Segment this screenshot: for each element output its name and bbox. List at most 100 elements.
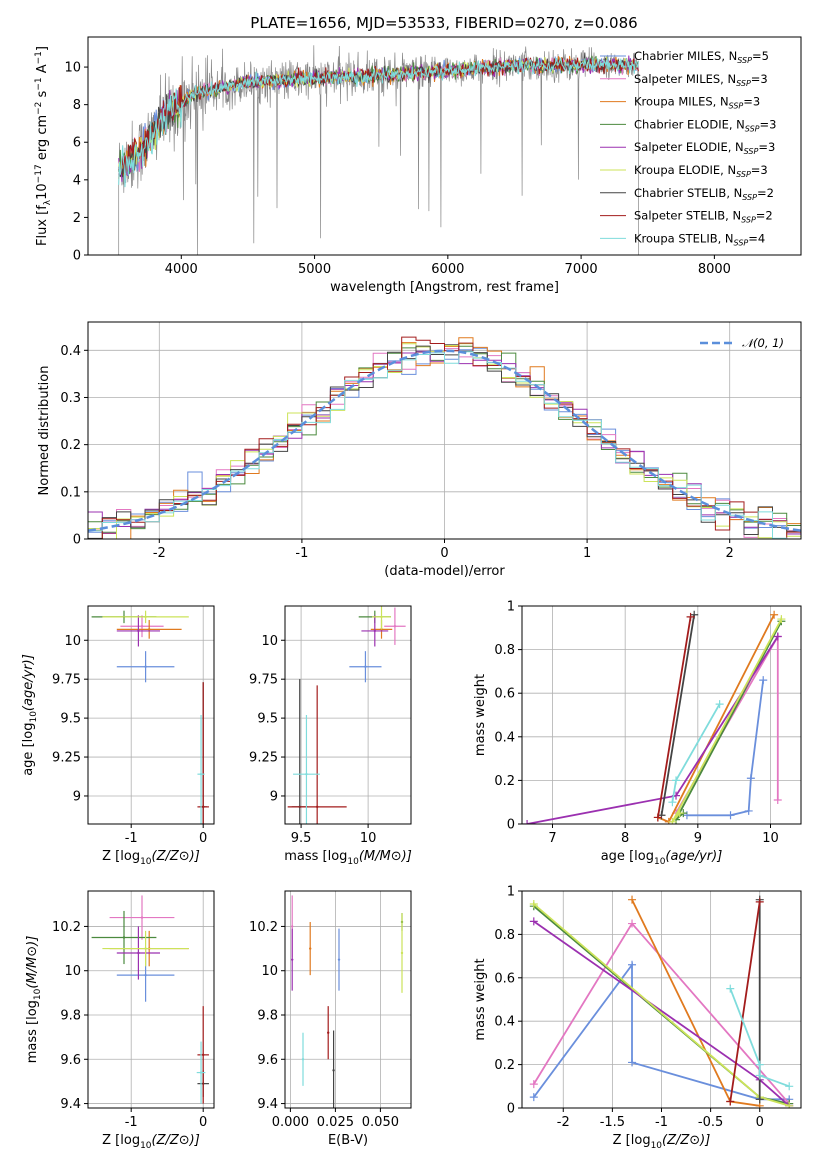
x-tick-label: 10 — [762, 831, 779, 846]
data-point — [338, 958, 340, 960]
y-tick-label: 6 — [73, 136, 81, 151]
data-point — [202, 1054, 204, 1056]
y-tick-label: 0.6 — [494, 971, 515, 986]
data-point — [137, 630, 139, 632]
y-tick-label: 0.8 — [494, 928, 515, 943]
data-point — [123, 936, 125, 938]
data-point — [316, 806, 318, 808]
y-tick-label: 0.4 — [494, 730, 515, 745]
x-tick-label: -1 — [655, 1115, 668, 1130]
data-point — [291, 958, 293, 960]
x-axis-label: wavelength [Angstrom, rest frame] — [330, 280, 559, 295]
figure-title: PLATE=1656, MJD=53533, FIBERID=0270, z=0… — [250, 14, 637, 32]
legend-entry: 𝒩(0, 1) — [742, 336, 784, 350]
data-point — [200, 1071, 202, 1073]
x-tick-label: -2 — [153, 546, 166, 561]
y-tick-label: 9.5 — [257, 712, 278, 727]
data-point — [380, 616, 382, 618]
y-tick-label: 9.4 — [60, 1097, 81, 1112]
y-tick-label: 1 — [507, 885, 515, 900]
y-tick-label: 0.3 — [60, 391, 81, 406]
x-tick-label: -2 — [557, 1115, 570, 1130]
y-tick-label: 9.5 — [60, 712, 81, 727]
data-point — [327, 1032, 329, 1034]
x-tick-label: 9 — [694, 831, 702, 846]
data-point — [141, 916, 143, 918]
data-point — [200, 773, 202, 775]
y-tick-label: 9.75 — [52, 673, 81, 688]
x-tick-label: -0.5 — [698, 1115, 723, 1130]
data-point — [309, 947, 311, 949]
x-tick-label: 0 — [440, 546, 448, 561]
figure: PLATE=1656, MJD=53533, FIBERID=0270, z=0… — [0, 0, 819, 1170]
x-tick-label: 0 — [199, 1115, 207, 1130]
data-point — [144, 616, 146, 618]
y-tick-label: 9.75 — [249, 673, 278, 688]
data-point — [144, 947, 146, 949]
y-tick-label: 8 — [73, 98, 81, 113]
x-axis-label: (data-model)/error — [384, 564, 505, 579]
data-point — [401, 952, 403, 954]
y-tick-label: 2 — [73, 211, 81, 226]
x-tick-label: 8 — [621, 831, 629, 846]
x-tick-label: -1 — [125, 831, 138, 846]
y-tick-label: 9 — [73, 789, 81, 804]
x-tick-label: 10 — [360, 831, 377, 846]
x-tick-label: 5000 — [298, 262, 331, 277]
data-point — [302, 1058, 304, 1060]
x-tick-label: 2 — [726, 546, 734, 561]
x-tick-label: 0 — [199, 831, 207, 846]
x-tick-label: 0.025 — [317, 1115, 354, 1130]
y-tick-label: 4 — [73, 173, 81, 188]
data-point — [202, 806, 204, 808]
y-tick-label: 0.8 — [494, 643, 515, 658]
y-tick-label: 9.4 — [257, 1097, 278, 1112]
y-tick-label: 10.2 — [52, 920, 81, 935]
y-tick-label: 0.6 — [494, 687, 515, 702]
y-tick-label: 10 — [64, 964, 81, 979]
y-tick-label: 9.25 — [52, 751, 81, 766]
x-tick-label: 1 — [583, 546, 591, 561]
data-point — [394, 625, 396, 627]
x-tick-label: 0.000 — [272, 1115, 309, 1130]
data-point — [332, 1069, 334, 1071]
data-point — [291, 925, 293, 927]
y-tick-label: 0.2 — [494, 1058, 515, 1073]
data-point — [144, 666, 146, 668]
x-tick-label: -1 — [295, 546, 308, 561]
y-tick-label: 9.25 — [249, 751, 278, 766]
x-axis-label: E(B-V) — [328, 1133, 368, 1148]
x-tick-label: 9.5 — [291, 831, 312, 846]
y-tick-label: 9.8 — [257, 1009, 278, 1024]
data-point — [374, 630, 376, 632]
y-tick-label: 0 — [73, 249, 81, 264]
y-tick-label: 10.2 — [249, 920, 278, 935]
x-tick-label: -1.5 — [600, 1115, 625, 1130]
y-axis-label: mass weight — [473, 958, 488, 1040]
y-tick-label: 10 — [261, 964, 278, 979]
y-tick-label: 10 — [64, 634, 81, 649]
y-tick-label: 0 — [507, 818, 515, 833]
y-tick-label: 0.2 — [494, 774, 515, 789]
y-tick-label: 0.1 — [60, 485, 81, 500]
data-point — [137, 952, 139, 954]
x-tick-label: -1 — [125, 1115, 138, 1130]
x-tick-label: 0.050 — [362, 1115, 399, 1130]
y-tick-label: 0.4 — [494, 1015, 515, 1030]
x-tick-label: 6000 — [431, 262, 464, 277]
y-tick-label: 0.4 — [60, 344, 81, 359]
x-tick-label: 7000 — [565, 262, 598, 277]
y-tick-label: 1 — [507, 600, 515, 615]
y-axis-label: mass weight — [473, 674, 488, 756]
y-tick-label: 0.2 — [60, 438, 81, 453]
y-tick-label: 10 — [64, 61, 81, 76]
data-point — [364, 666, 366, 668]
y-tick-label: 10 — [261, 634, 278, 649]
y-axis-label: Normed distribution — [37, 366, 52, 496]
x-tick-label: 8000 — [698, 262, 731, 277]
y-tick-label: 0 — [507, 1102, 515, 1117]
data-point — [305, 773, 307, 775]
y-tick-label: 9 — [270, 789, 278, 804]
x-tick-label: 7 — [548, 831, 556, 846]
y-tick-label: 0 — [73, 533, 81, 548]
